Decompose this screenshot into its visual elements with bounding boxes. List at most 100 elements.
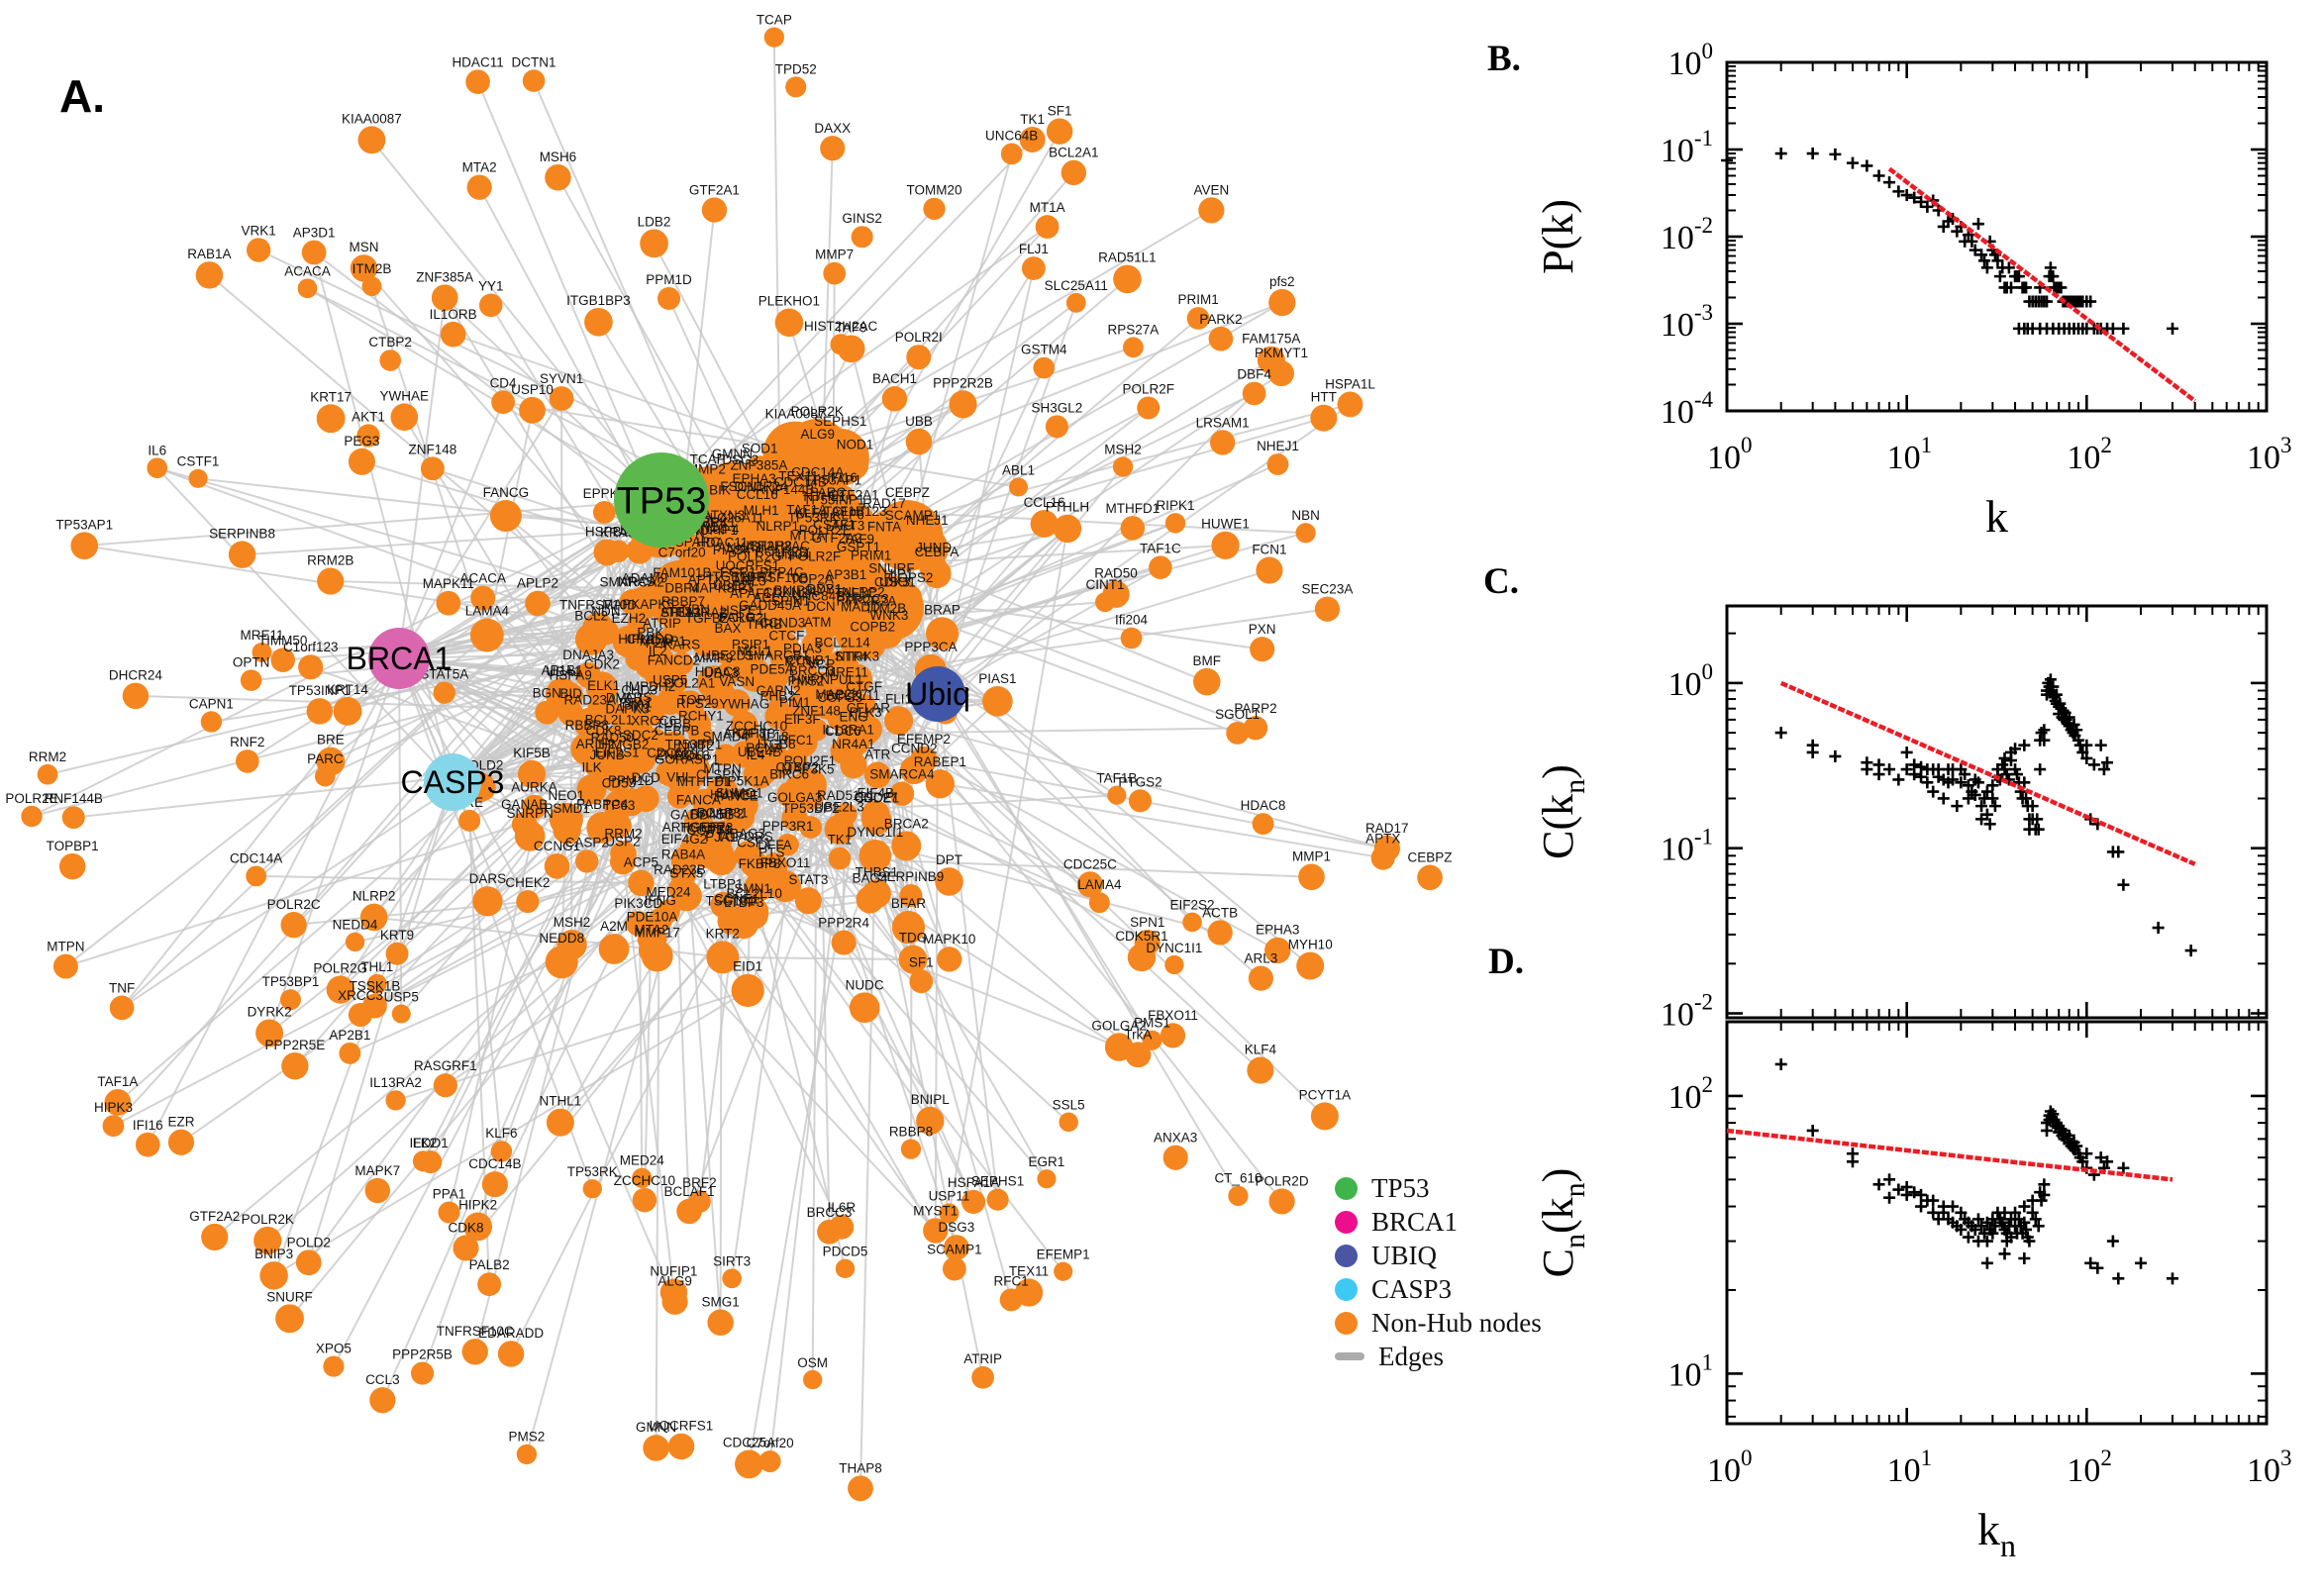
network-node-label: GFI1B (737, 726, 775, 741)
plot-D-tick-label: 103 (2247, 1446, 2292, 1489)
network-node-label: USP11 (929, 1188, 970, 1203)
network-node (744, 871, 775, 902)
network-node (763, 27, 784, 48)
network-node-label: DARS (469, 871, 507, 886)
network-node-label: IL13RA2 (369, 1075, 422, 1090)
network-node-label: HDAC8 (1241, 798, 1286, 813)
network-node-label: GTF2A1 (829, 487, 879, 502)
network-node-label: NUDC (846, 977, 884, 992)
network-node-label: ARIH2 (576, 737, 616, 751)
network-node-label: RCHY1 (678, 709, 724, 724)
network-node-label: NOD1 (837, 437, 874, 451)
network-edge (398, 657, 588, 750)
network-node-label: APTX (688, 572, 723, 587)
network-node-label: DNAJA3 (562, 648, 614, 662)
network-node-label: POLR2I (719, 610, 766, 625)
network-node (195, 261, 224, 289)
network-node-label: PIAS4 (713, 543, 752, 557)
network-node-label: FBXO11 (1148, 1008, 1198, 1023)
network-edge (84, 499, 662, 548)
network-node (1310, 404, 1338, 432)
network-node (1208, 326, 1234, 351)
network-node-label: SEC23A (1302, 582, 1354, 597)
network-node (491, 390, 515, 415)
network-node (764, 703, 791, 730)
network-node (348, 448, 375, 475)
network-node (463, 1212, 493, 1242)
network-node (1193, 667, 1221, 696)
network-node (710, 820, 735, 845)
network-node (440, 321, 466, 348)
network-node (1198, 197, 1225, 224)
network-node-label: ATRIP (643, 616, 681, 631)
network-node-label: MMP17 (634, 925, 680, 940)
network-node-label: ZNF385A (416, 269, 473, 284)
network-node (925, 769, 956, 799)
network-node (1134, 929, 1161, 956)
network-node-label: PIN1 (622, 700, 652, 715)
network-node-label: COPB2 (850, 620, 895, 635)
network-node-label: LAMA4 (465, 604, 510, 619)
network-node-label: CCL3 (365, 1372, 400, 1387)
network-node-label: NEDD8 (539, 931, 584, 946)
network-edge (112, 525, 662, 1127)
network-node (549, 386, 574, 411)
network-node-label: C7orf20 (658, 546, 706, 560)
network-node-label: SNRPN (507, 806, 554, 821)
network-node-label: RAD17 (862, 496, 906, 511)
network-node-label: USP5 (384, 989, 419, 1004)
network-node-label: PPM1D (608, 773, 655, 788)
network-node-label: EPHA3 (732, 471, 775, 486)
network-node-label: NRAS (618, 574, 656, 589)
network-node-label: MMP9 (694, 650, 733, 665)
network-node-label: MAP3K5 (781, 762, 834, 777)
legend-item-tp53: TP53 (1335, 1171, 1542, 1205)
network-node-label: RPS27A (1108, 322, 1160, 337)
plot-B-tick-label: 100 (1707, 433, 1753, 476)
network-node (326, 975, 354, 1004)
network-node-label: EIF2S2 (1170, 898, 1215, 913)
network-node (643, 650, 674, 682)
network-node (899, 755, 929, 785)
network-node (806, 671, 837, 703)
network-node-label: YY1 (478, 279, 504, 294)
network-node-label: IMPDH2 (625, 679, 675, 694)
network-node-label: NTRK3 (836, 649, 879, 664)
network-node-label: ITM2B (867, 601, 907, 616)
network-node-label: RAB4A (661, 848, 705, 862)
network-node (21, 805, 43, 828)
network-node (833, 533, 862, 562)
network-node (600, 759, 634, 793)
network-edge (839, 857, 1312, 878)
network-node-label: PCYT1A (1299, 1087, 1352, 1102)
network-node-label: GSPT1 (837, 540, 880, 554)
network-node-label: BRAP (924, 602, 960, 617)
network-node-label: TAF1A (786, 502, 827, 517)
network-node-label: COPS3 (817, 690, 862, 705)
network-node (707, 1309, 734, 1336)
network-node-label: GTF2A2 (189, 1209, 240, 1224)
network-node-label: USP5 (653, 673, 687, 688)
network-node (1076, 871, 1103, 898)
network-node-label: LDB2 (638, 215, 671, 230)
network-node-label: GOLGA3 (767, 790, 823, 805)
plot-B-fit-line (1887, 166, 2197, 403)
network-node (1337, 391, 1364, 418)
network-node (666, 784, 692, 809)
network-node-label: MRE11 (825, 665, 868, 680)
network-node (1033, 356, 1056, 379)
network-node-label: HDAC11 (696, 535, 748, 549)
network-node-label: TP63 (603, 798, 635, 813)
network-node (1060, 159, 1087, 186)
network-node (982, 686, 1013, 717)
network-edge (659, 139, 1034, 527)
network-node-labels: CDC14ADHCR24TP53RKKIAA0087THAP8CDC14BSNU… (5, 12, 1452, 1475)
network-node (841, 451, 869, 479)
network-node-label: TSG101 (705, 894, 755, 909)
network-node (522, 794, 547, 820)
plot-C-frame (1725, 604, 2269, 1020)
network-node-label: CDC14B (774, 475, 827, 490)
network-node (881, 386, 908, 412)
network-node-label: AURKA (511, 780, 557, 795)
